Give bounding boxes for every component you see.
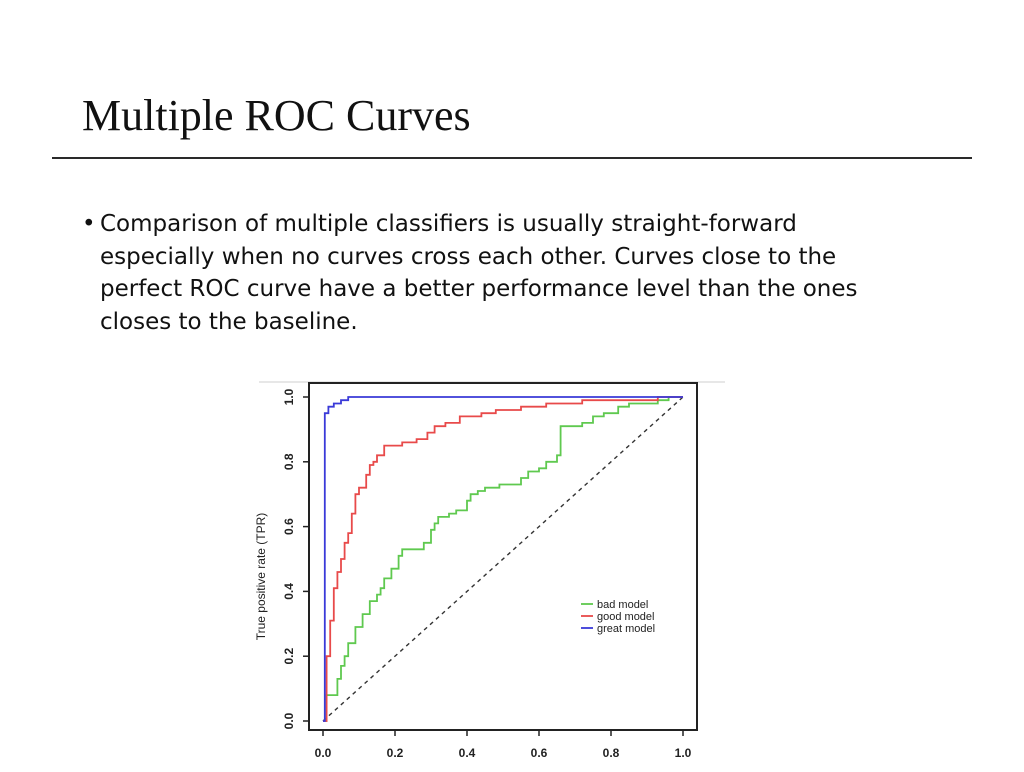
y-tick-label: 0.0 — [282, 712, 296, 729]
series-line-great-model — [323, 396, 683, 722]
roc-chart-svg: 0.0 0.2 0.4 0.6 0.8 1.0 0.0 0.2 0.4 0.6 0.8 1.0 True… — [254, 381, 725, 760]
title-divider — [52, 157, 972, 159]
y-tick-label: 0.4 — [282, 583, 296, 600]
slide-title: Multiple ROC Curves — [82, 91, 471, 140]
x-tick-label: 0.0 — [315, 746, 332, 760]
roc-chart: 0.0 0.2 0.4 0.6 0.8 1.0 0.0 0.2 0.4 0.6 0.8 1.0 True… — [254, 378, 735, 772]
bullet-marker: • — [82, 211, 96, 237]
y-axis-label: True positive rate (TPR) — [255, 513, 268, 641]
legend-label: good model — [597, 611, 655, 623]
bullet-text: Comparison of multiple classifiers is us… — [100, 211, 858, 335]
x-tick-label: 0.6 — [531, 746, 548, 760]
series-line-bad-model — [323, 396, 683, 722]
legend-label: great model — [597, 623, 655, 635]
y-tick-label: 0.6 — [282, 518, 296, 535]
x-tick-label: 0.8 — [603, 746, 620, 760]
x-tick-label: 1.0 — [675, 746, 692, 760]
bullet-item: • Comparison of multiple classifiers is … — [82, 208, 912, 338]
legend-label: bad model — [597, 599, 648, 611]
plot-frame — [308, 382, 698, 731]
y-tick-label: 1.0 — [282, 388, 296, 405]
x-tick-label: 0.4 — [459, 746, 476, 760]
y-tick-label: 0.8 — [282, 453, 296, 470]
series-line-good-model — [323, 396, 683, 722]
x-tick-label: 0.2 — [387, 746, 404, 760]
bullet-list: • Comparison of multiple classifiers is … — [82, 208, 912, 338]
y-tick-label: 0.2 — [282, 648, 296, 665]
baseline-diagonal — [322, 396, 684, 722]
